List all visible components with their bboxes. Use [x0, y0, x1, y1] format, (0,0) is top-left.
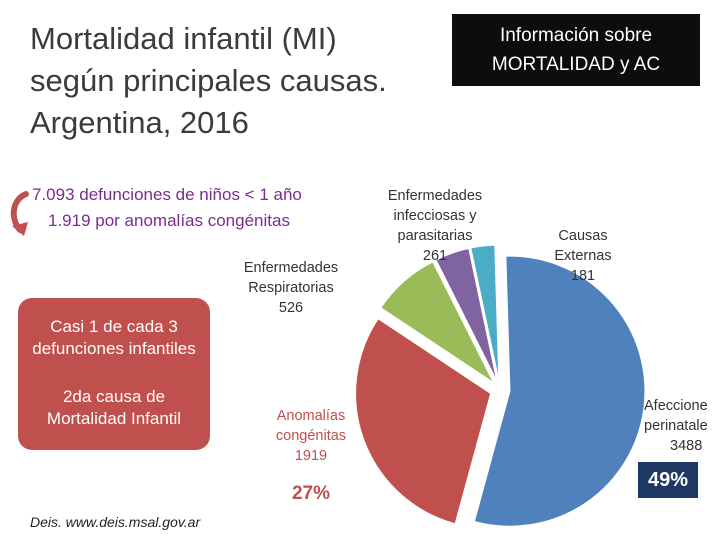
- title-line-1: Mortalidad infantil (MI): [30, 21, 337, 56]
- total-defunciones-text: 7.093 defunciones de niños < 1 año: [32, 185, 302, 204]
- label-infecciosas-line-2: infecciosas y: [393, 208, 477, 224]
- info-banner-line-2: MORTALIDAD y AC: [491, 54, 661, 75]
- highlight-box: Casi 1 de cada 3 defunciones infantiles …: [18, 298, 210, 450]
- highlight-text-1: Casi 1 de cada 3 defunciones infantiles: [18, 316, 210, 360]
- label-respiratorias: Enfermedades Respiratorias 526: [226, 258, 356, 318]
- highlight-text-1-line-2: defunciones infantiles: [32, 339, 196, 358]
- label-infecciosas-line-3: parasitarias: [397, 228, 473, 244]
- label-anomalias-line-1: Anomalías: [276, 408, 346, 424]
- label-infecciosas-line-1: Enfermedades: [387, 188, 483, 204]
- label-afecciones-value: 3488: [670, 438, 703, 454]
- info-banner: Información sobre MORTALIDAD y AC: [452, 14, 700, 86]
- label-externas-value: 181: [570, 268, 596, 284]
- highlight-text-1-line-1: Casi 1 de cada 3: [50, 317, 178, 336]
- title-line-2: según principales causas.: [30, 63, 387, 98]
- label-infecciosas: Enfermedades infecciosas y parasitarias …: [370, 186, 500, 266]
- slice-respiratorias: [380, 261, 495, 384]
- label-externas: Causas Externas 181: [538, 226, 628, 286]
- label-anomalias-value: 1919: [294, 448, 328, 464]
- curved-arrow-icon: [10, 191, 29, 236]
- highlight-text-2-line-2: Mortalidad Infantil: [46, 409, 182, 428]
- afecciones-percent-badge: 49%: [638, 462, 698, 498]
- slice-anomalias: [355, 318, 492, 525]
- slice-afecciones: [473, 255, 646, 527]
- label-anomalias-line-2: congénitas: [275, 428, 347, 444]
- defunciones-summary: 7.093 defunciones de niños < 1 año 1.919…: [32, 182, 362, 234]
- label-afecciones-line-1: Afeccione: [644, 398, 708, 414]
- label-externas-line-2: Externas: [554, 248, 612, 264]
- anomalias-count-text: 1.919 por anomalías congénitas: [48, 211, 290, 230]
- info-banner-line-1: Información sobre: [499, 25, 653, 46]
- source-citation: Deis. www.deis.msal.gov.ar: [30, 514, 201, 530]
- label-respiratorias-line-2: Respiratorias: [248, 280, 334, 296]
- slice-externas: [470, 244, 500, 381]
- label-respiratorias-value: 526: [278, 300, 304, 316]
- label-anomalias: Anomalías congénitas 1919: [256, 406, 366, 466]
- title-line-3: Argentina, 2016: [30, 105, 249, 140]
- label-respiratorias-line-1: Enfermedades: [243, 260, 339, 276]
- slice-infecciosas: [435, 247, 498, 381]
- highlight-text-2-line-1: 2da causa de: [62, 387, 166, 406]
- anomalias-percent-badge: 27%: [281, 478, 341, 510]
- label-afecciones-line-2: perinatale: [644, 418, 708, 434]
- label-externas-line-1: Causas: [558, 228, 608, 244]
- label-infecciosas-value: 261: [422, 248, 448, 264]
- highlight-text-2: 2da causa de Mortalidad Infantil: [18, 386, 210, 430]
- page-title: Mortalidad infantil (MI) según principal…: [30, 18, 430, 144]
- label-afecciones: Afeccione perinatale 3488: [644, 396, 720, 456]
